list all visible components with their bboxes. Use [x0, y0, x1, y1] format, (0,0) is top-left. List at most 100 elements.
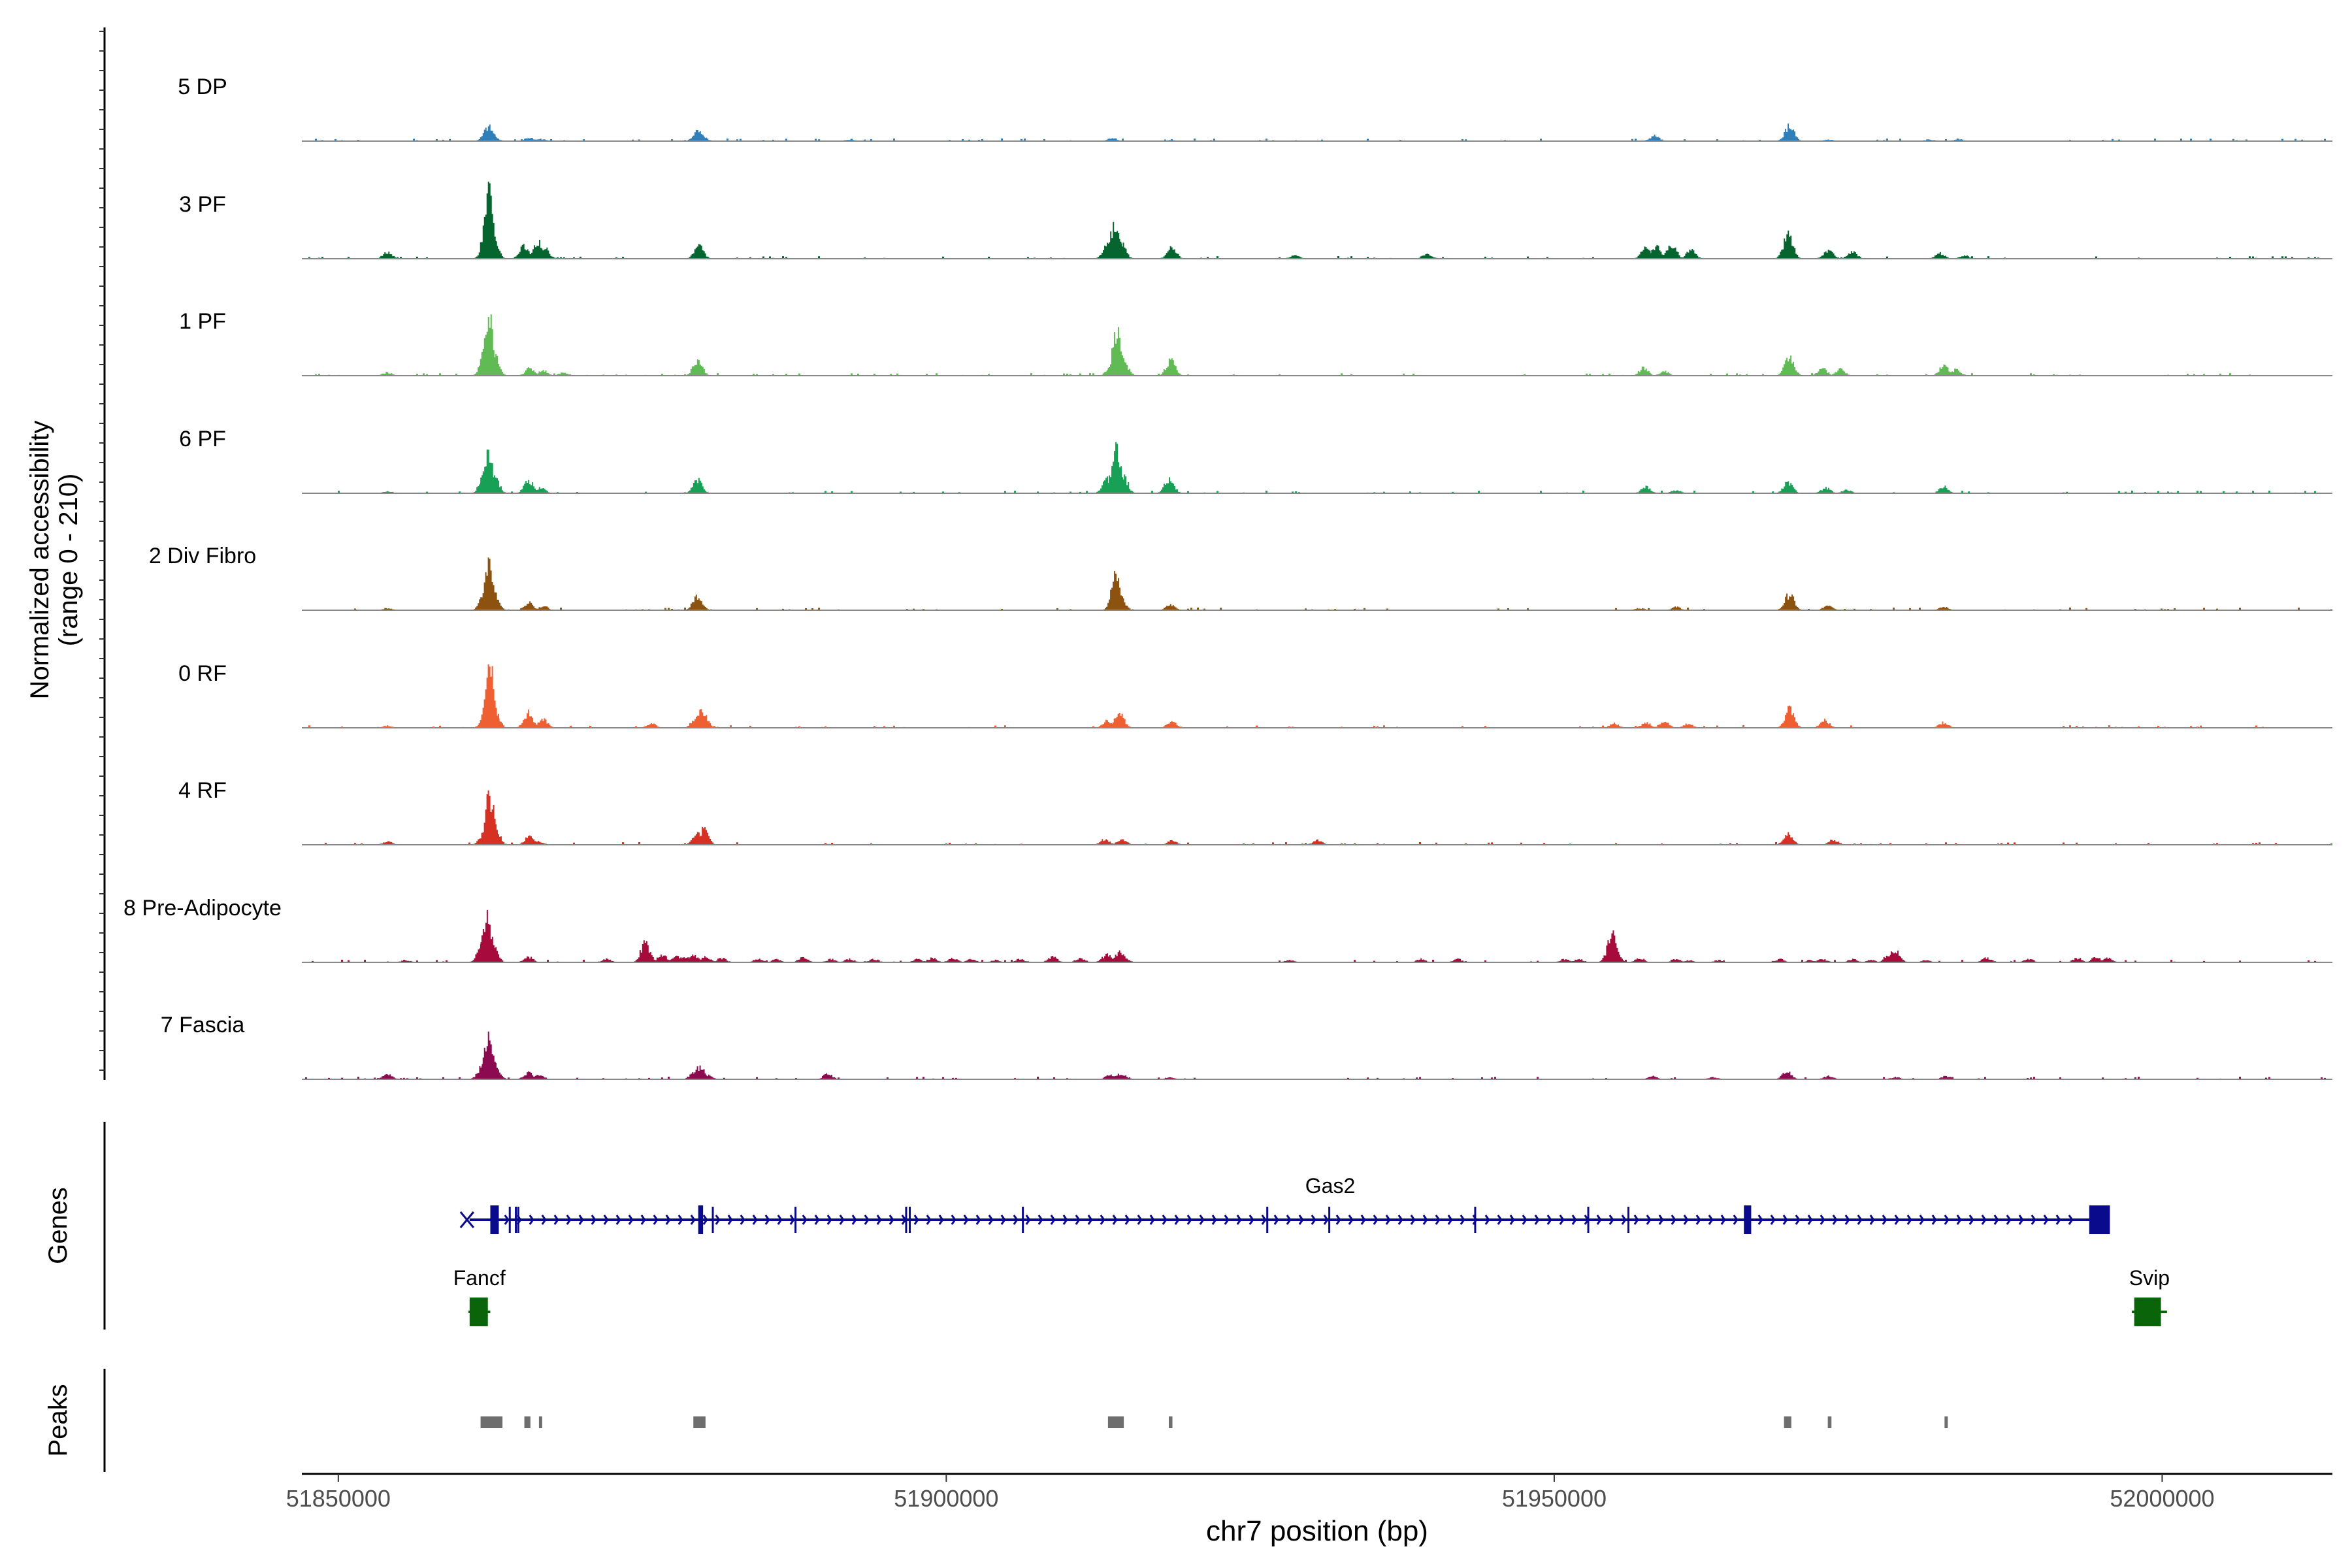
track-peak	[815, 958, 848, 962]
track-peak	[1278, 255, 1311, 259]
x-axis-title: chr7 position (bp)	[1206, 1515, 1428, 1547]
peak-region	[524, 1416, 531, 1428]
track-peak	[478, 597, 512, 610]
gene-exon	[469, 1298, 488, 1326]
track-label: 6 PF	[179, 427, 226, 451]
track-peak	[1108, 1075, 1141, 1079]
track-peak	[1100, 327, 1134, 376]
track-peak	[1812, 1075, 1845, 1079]
track-peak	[512, 601, 546, 610]
track-peak	[371, 841, 404, 845]
track-peak	[1772, 832, 1805, 845]
track-peak	[1817, 840, 1850, 845]
peak-region	[480, 1416, 503, 1428]
track-peak	[1100, 571, 1133, 610]
track-peak	[1411, 253, 1444, 259]
track-peak	[514, 367, 547, 376]
track-peak	[1648, 721, 1681, 728]
track-peak	[527, 370, 560, 376]
track-4-rf: 4 RF	[178, 778, 2332, 845]
track-peak	[1109, 958, 1142, 962]
track-peak	[512, 1071, 546, 1079]
track-peak	[1672, 723, 1705, 728]
track-peak	[1927, 606, 1961, 610]
track-peak	[478, 137, 512, 141]
track-peak	[1405, 958, 1438, 962]
track-peak	[681, 595, 714, 610]
track-peak	[472, 1031, 505, 1079]
track-peak	[478, 708, 512, 728]
track-peak	[478, 822, 512, 845]
track-peak	[1660, 958, 1693, 962]
track-peak	[1100, 442, 1133, 493]
track-peak	[645, 955, 679, 962]
track-peak	[1927, 485, 1961, 493]
track-peak	[523, 1075, 556, 1079]
track-peak	[1806, 959, 1839, 962]
track-peak	[522, 239, 555, 259]
peak-region	[1107, 1416, 1124, 1428]
track-peak	[1595, 930, 1629, 962]
track-peak	[1773, 123, 1806, 141]
track-peak	[1104, 238, 1137, 259]
track-peak	[1152, 1077, 1186, 1079]
track-peak	[1674, 249, 1708, 259]
coverage-y-axis-ticks	[99, 31, 105, 1071]
track-0-rf: 0 RF	[178, 661, 2332, 728]
track-peak	[1930, 1075, 1963, 1079]
track-label: 2 Div Fibro	[149, 544, 256, 568]
gene-fancf: Fancf	[453, 1266, 506, 1326]
track-peak	[916, 957, 949, 962]
gene-label: Gas2	[1305, 1174, 1355, 1198]
track-label: 8 Pre-Adipocyte	[123, 896, 282, 921]
track-peak	[371, 725, 404, 728]
track-peak	[1093, 1074, 1126, 1079]
track-peak	[473, 557, 506, 610]
track-peak	[682, 244, 715, 259]
track-peak	[936, 957, 970, 962]
track-peak	[1940, 368, 1973, 376]
track-peak	[833, 139, 866, 141]
track-peak	[1830, 489, 1863, 493]
gene-svip: Svip	[2129, 1266, 2170, 1326]
track-peak	[1098, 221, 1132, 259]
track-peak	[1879, 951, 1912, 962]
track-peak	[760, 958, 793, 962]
gene-label: Fancf	[453, 1266, 506, 1290]
track-peak	[1923, 252, 1957, 259]
coverage-tracks: 5 DP 3 PF 1 PF 6 PF 2 Div Fibro 0 RF 4 RF 8 Pre…	[123, 74, 2332, 1080]
gene-label: Svip	[2129, 1266, 2170, 1290]
track-peak	[524, 139, 557, 141]
track-peak	[686, 136, 719, 141]
track-peak	[1091, 953, 1124, 962]
gene-exon	[490, 1205, 499, 1234]
track-peak	[1563, 958, 1596, 962]
track-peak	[371, 608, 404, 610]
peak-region	[1168, 1416, 1173, 1428]
track-peak	[1091, 242, 1124, 259]
x-axis-tick-label: 52000000	[2110, 1485, 2214, 1512]
track-peak	[1773, 706, 1806, 728]
track-peak	[478, 475, 512, 493]
track-peak	[955, 958, 988, 962]
track-peak	[2012, 958, 2046, 962]
track-peak	[1703, 959, 1736, 962]
track-peak	[1548, 958, 1581, 962]
track-peak	[1036, 955, 1070, 962]
track-peak	[691, 1074, 724, 1079]
track-peak	[686, 709, 719, 728]
track-peak	[681, 359, 714, 376]
track-peak	[1635, 1075, 1669, 1079]
peak-region	[693, 1416, 706, 1428]
track-peak	[590, 958, 623, 962]
track-5-dp: 5 DP	[178, 74, 2332, 142]
track-peak	[507, 244, 540, 259]
track-peak	[522, 841, 555, 845]
track-peak	[1155, 721, 1188, 728]
track-peak	[472, 449, 505, 493]
track-peak	[1806, 368, 1839, 376]
track-peak	[1772, 481, 1805, 493]
track-peak	[1103, 950, 1136, 962]
track-peak	[472, 314, 505, 376]
